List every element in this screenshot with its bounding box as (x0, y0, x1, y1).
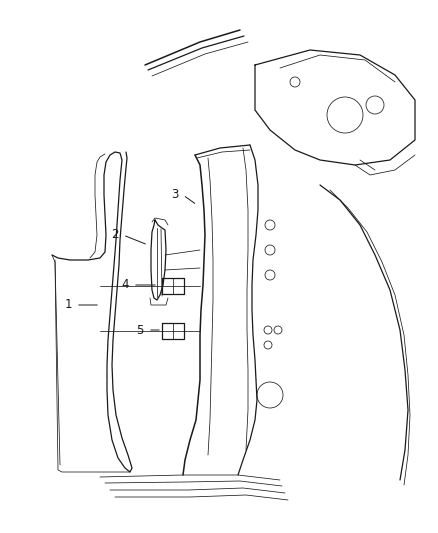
Text: 1: 1 (64, 298, 72, 311)
Text: 3: 3 (171, 189, 179, 201)
Text: 2: 2 (111, 229, 119, 241)
Text: 5: 5 (136, 324, 144, 336)
Text: 4: 4 (121, 279, 129, 292)
